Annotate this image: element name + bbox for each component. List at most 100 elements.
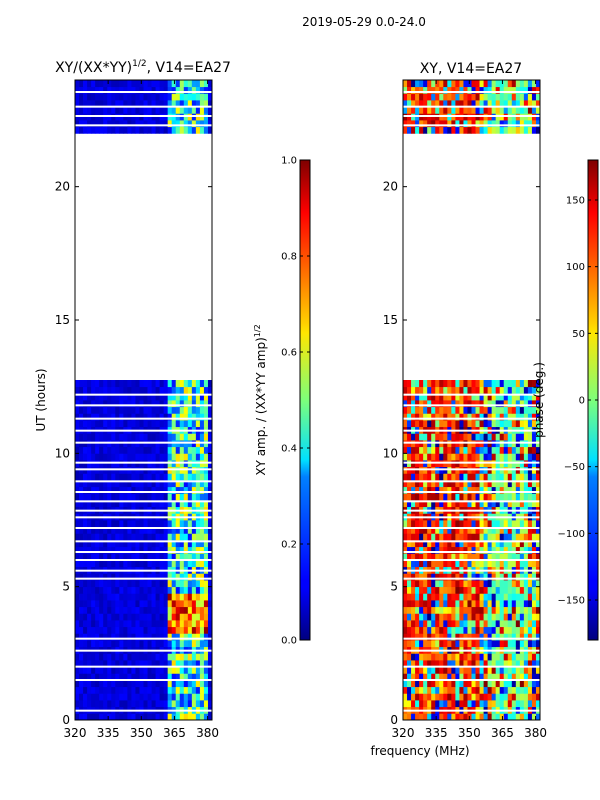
heatmap-cell	[435, 500, 440, 508]
heatmap-cell	[463, 500, 468, 508]
heatmap-cell	[131, 606, 136, 614]
heatmap-cell	[103, 120, 108, 128]
heatmap-cell	[523, 633, 529, 641]
heatmap-cell	[491, 453, 497, 461]
heatmap-cell	[183, 413, 189, 421]
heatmap-cell	[439, 660, 444, 668]
heatmap-cell	[183, 626, 189, 634]
heatmap-cell	[79, 446, 84, 454]
heatmap-cell	[451, 593, 456, 601]
heatmap-cell	[131, 413, 136, 421]
heatmap-cell	[423, 86, 428, 94]
heatmap-cell	[459, 453, 464, 461]
heatmap-cell	[415, 453, 420, 461]
heatmap-cell	[487, 686, 493, 694]
heatmap-cell	[467, 86, 472, 94]
heatmap-cell	[115, 553, 120, 561]
heatmap-cell	[467, 380, 472, 388]
heatmap-cell	[487, 580, 493, 588]
heatmap-cell	[191, 420, 197, 428]
heatmap-cell	[431, 120, 436, 128]
heatmap-cell	[171, 420, 177, 428]
heatmap-cell	[519, 640, 525, 648]
heatmap-cell	[427, 633, 432, 641]
heatmap-cell	[523, 700, 529, 708]
heatmap-cell	[511, 573, 517, 581]
heatmap-cell	[515, 420, 521, 428]
heatmap-cell	[143, 540, 148, 548]
heatmap-cell	[471, 120, 476, 128]
heatmap-cell	[203, 526, 209, 534]
heatmap-cell	[455, 680, 460, 688]
heatmap-cell	[179, 573, 185, 581]
heatmap-cell	[507, 400, 513, 408]
heatmap-cell	[79, 86, 84, 94]
heatmap-cell	[407, 593, 412, 601]
heatmap-cell	[79, 713, 84, 721]
heatmap-cell	[183, 620, 189, 628]
heatmap-cell	[411, 580, 416, 588]
heatmap-cell	[471, 653, 476, 661]
heatmap-cell	[127, 453, 132, 461]
heatmap-cell	[483, 686, 489, 694]
heatmap-cell	[163, 520, 169, 528]
heatmap-cell	[111, 126, 116, 134]
heatmap-cell	[143, 493, 148, 501]
heatmap-cell	[127, 126, 132, 134]
heatmap-cell	[435, 106, 440, 114]
heatmap-cell	[135, 553, 140, 561]
heatmap-cell	[179, 580, 185, 588]
heatmap-cell	[103, 86, 108, 94]
heatmap-cell	[483, 380, 489, 388]
heatmap-cell	[95, 106, 100, 114]
heatmap-cell	[163, 93, 169, 101]
heatmap-cell	[435, 386, 440, 394]
heatmap-cell	[443, 400, 448, 408]
heatmap-cell	[531, 540, 537, 548]
heatmap-cell	[515, 713, 521, 721]
heatmap-cell	[447, 86, 452, 94]
heatmap-cell	[119, 686, 124, 694]
heatmap-cell	[415, 420, 420, 428]
heatmap-cell	[419, 546, 424, 554]
heatmap-cell	[523, 680, 529, 688]
heatmap-cell	[143, 586, 148, 594]
heatmap-cell	[475, 400, 480, 408]
y-tick-label: 20	[55, 180, 70, 194]
heatmap-cell	[203, 453, 209, 461]
heatmap-cell	[207, 386, 213, 394]
heatmap-cell	[403, 480, 408, 488]
heatmap-cell	[175, 553, 181, 561]
heatmap-cell	[175, 446, 181, 454]
heatmap-cell	[451, 420, 456, 428]
heatmap-cell	[175, 526, 181, 534]
heatmap-cell	[427, 693, 432, 701]
heatmap-cell	[155, 673, 161, 681]
heatmap-cell	[159, 480, 165, 488]
heatmap-cell	[115, 406, 120, 414]
x-tick-label: 335	[425, 726, 448, 740]
flagged-row	[75, 115, 212, 117]
heatmap-cell	[111, 593, 116, 601]
heatmap-cell	[507, 393, 513, 401]
heatmap-cell	[447, 500, 452, 508]
heatmap-cell	[475, 480, 480, 488]
heatmap-cell	[195, 540, 201, 548]
heatmap-cell	[487, 493, 493, 501]
heatmap-cell	[175, 480, 181, 488]
heatmap-cell	[187, 86, 193, 94]
heatmap-cell	[147, 393, 152, 401]
heatmap-cell	[95, 573, 100, 581]
heatmap-cell	[147, 400, 152, 408]
heatmap-cell	[91, 473, 96, 481]
heatmap-cell	[479, 540, 484, 548]
heatmap-cell	[427, 613, 432, 621]
heatmap-cell	[463, 700, 468, 708]
heatmap-cell	[119, 526, 124, 534]
heatmap-cell	[151, 640, 156, 648]
heatmap-cell	[131, 540, 136, 548]
flagged-row	[75, 649, 212, 652]
heatmap-cell	[475, 626, 480, 634]
heatmap-cell	[179, 433, 185, 441]
heatmap-cell	[155, 520, 161, 528]
